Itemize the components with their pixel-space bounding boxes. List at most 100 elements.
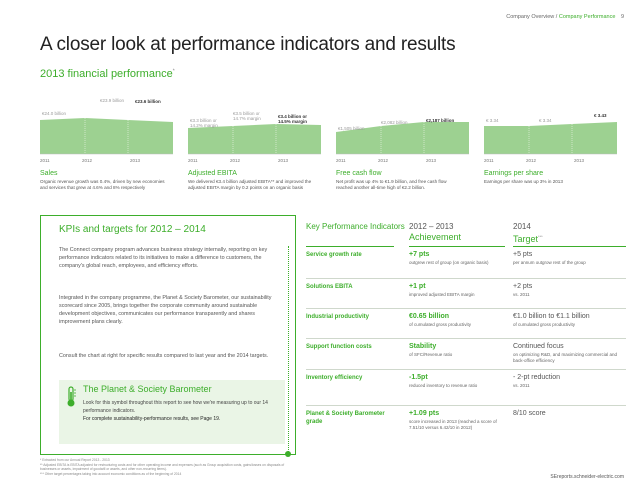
achievement-cell-4: Stability of SFC/Revenue ratio [409,343,505,358]
metric-chart-2: €3.3 billion or 14.2% margin €3.5 billion… [188,88,321,168]
metric-chart-4: € 3.34 € 3.34 € 3.43 2011 2012 2013 [484,88,617,168]
target-cell-2: +2 pts vs. 2011 [513,283,625,298]
kpi-box: KPIs and targets for 2012 – 2014 The Con… [40,215,296,455]
metric-1-year-3: 2013 [130,158,141,163]
target-value-1: +5 pts [513,251,533,258]
target-value-5: - 2-pt reduction [513,374,561,381]
header-page-name: Company Performance [558,14,616,20]
target-header-line [513,246,626,247]
metric-4-year-2: 2012 [526,158,537,163]
achievement-cell-2: +1 pt improved adjusted EBITA margin [409,283,505,298]
target-label: Target [513,234,539,244]
target-cell-1: +5 pts per annum outgrow rest of the grou… [513,251,625,266]
metric-desc-4: Earnings per share was up 3% in 2013 [484,179,563,184]
achievement-value-6: +1.09 pts [409,410,440,417]
kpi-para-3: Consult the chart at right for specific … [59,353,269,359]
target-detail-5: vs. 2011 [513,383,530,388]
subtitle-text: 2013 financial performance [40,68,173,80]
metric-3-year-3: 2013 [426,158,437,163]
row-divider-3 [306,338,626,339]
metric-2-value-label-2: €3.5 billion or 14.7% margin [233,111,261,121]
achievement-value-2: +1 pt [409,283,426,290]
target-column-header: 2014 Target*** [513,222,543,244]
barometer-desc: Look for this symbol throughout this rep… [83,399,279,423]
page-number: 9 [620,14,624,20]
target-value-4: Continued focus [513,343,564,350]
target-cell-6: 8/10 score [513,410,625,417]
target-value-2: +2 pts [513,283,533,290]
metric-3-value-label-1: €1,505 billion [338,126,365,131]
metric-desc-1: Organic revenue growth was 0.4%, driven … [40,179,165,190]
metric-2-year-1: 2011 [188,158,198,163]
achievement-cell-6: +1.09 pts score increased in 2013 (reache… [409,410,505,430]
target-value-6: 8/10 score [513,410,546,417]
achievement-detail-6: score increased in 2013 (reached a score… [409,419,497,430]
metric-desc-2: We delivered €3.4 billion adjusted EBITA… [188,179,312,190]
kpi-row-label-5: Inventory efficiency [306,375,363,381]
metric-4-value-label-2: € 3.34 [539,118,552,123]
connector-dot [285,451,291,457]
row-divider-2 [306,308,626,309]
row-divider-4 [306,369,626,370]
metric-2-year-3: 2013 [278,158,289,163]
footnote-2: ** Adjusted EBITA is EBITA adjusted for … [40,462,285,472]
kpi-column-header: Key Performance Indicators [306,222,405,231]
metric-area-2 [188,124,321,155]
achievement-cell-3: €0.65 billion of cumulated gross producti… [409,313,505,328]
metric-desc-3: Net profit was up 4% to €1.9 billion, an… [336,179,447,190]
achievement-detail-4: of SFC/Revenue ratio [409,352,453,357]
achievement-detail-2: improved adjusted EBITA margin [409,292,475,297]
metric-1-year-1: 2011 [40,158,50,163]
target-label-wrap: Target*** [513,232,543,244]
header-separator: / [554,14,559,20]
section-subtitle: 2013 financial performance* [40,68,175,80]
page-title: A closer look at performance indicators … [40,34,456,55]
kpi-row-label-6: Planet & Society Barometer grade [306,411,385,425]
achievement-value-4: Stability [409,343,437,350]
achievement-value-3: €0.65 billion [409,313,450,320]
metric-3-year-2: 2012 [378,158,389,163]
achievement-value-5: -1.5pt [409,374,428,381]
kpi-row-label-3: Industrial productivity [306,314,370,320]
achievement-column-header: 2012 – 2013 Achievement [409,222,461,242]
achievement-cell-1: +7 pts outgrew rest of group (on organic … [409,251,505,266]
metric-2-value-label-1: €3.3 billion or 14.2% margin [190,118,218,128]
achievement-value-1: +7 pts [409,251,430,258]
metric-chart-1: €24.0 billion €23.9 billion €23.6 billion 2… [40,88,173,168]
metric-4-year-3: 2013 [574,158,585,163]
achievement-detail-3: of cumulated gross productivity [409,322,472,327]
target-cell-4: Continued focus on optimizing R&D, and ma… [513,343,625,363]
metric-title-2: Adjusted EBITA [188,170,237,177]
footnote-3: *** Other target percentages taking into… [40,471,182,476]
page-header: Company Overview / Company Performance 9 [506,14,624,20]
target-mark: *** [538,234,543,239]
target-cell-5: - 2-pt reduction vs. 2011 [513,374,625,389]
metric-2-value-label-3: €3.4 billion or 14.5% margin [278,114,308,124]
metric-3-year-1: 2011 [336,158,346,163]
metric-4-value-label-3: € 3.43 [594,113,607,118]
dotted-connector [288,246,289,454]
achievement-header-line [409,246,505,247]
metric-title-1: Sales [40,170,58,177]
kpi-row-label-2: Solutions EBITA [306,284,353,290]
kpi-para-1: The Connect company program advances bus… [59,247,268,269]
footnotes: * Extracted from our Annual Report 2013 … [40,458,300,476]
target-cell-3: €1.0 billion to €1.1 billion of cumulated… [513,313,625,328]
footnote-1: * Extracted from our Annual Report 2013 … [40,458,110,462]
kpi-header-line [306,246,394,247]
achievement-detail-1: outgrew rest of group (on organic basis) [409,260,489,265]
metric-area-4 [484,122,617,155]
row-divider-1 [306,278,626,279]
barometer-box: The Planet & Society Barometer Look for … [59,380,285,444]
row-divider-5 [306,405,626,406]
metric-1-value-label-3: €23.6 billion [135,99,161,104]
metric-title-3: Free cash flow [336,170,382,177]
metric-1-year-2: 2012 [82,158,93,163]
kpi-box-title: KPIs and targets for 2012 – 2014 [59,224,206,235]
target-detail-3: of cumulated gross productivity [513,322,576,327]
target-detail-2: vs. 2011 [513,292,530,297]
report-url[interactable]: SEreports.schneider-electric.com [550,474,624,480]
achievement-years: 2012 – 2013 [409,222,454,231]
metric-area-3 [336,122,469,155]
target-year: 2014 [513,222,531,231]
